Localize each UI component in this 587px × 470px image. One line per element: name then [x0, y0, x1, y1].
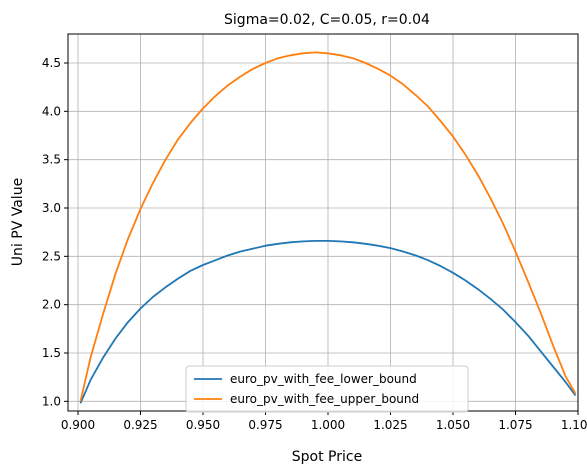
- x-tick-label: 0.900: [61, 418, 95, 432]
- x-tick-label: 1.100: [561, 418, 587, 432]
- legend: euro_pv_with_fee_lower_bound euro_pv_with…: [185, 365, 469, 413]
- x-tick-label: 0.925: [123, 418, 157, 432]
- x-axis: 0.900 0.925 0.950 0.975 1.000 1.025 1.050 1.075…: [61, 411, 587, 432]
- x-tick-label: 0.950: [186, 418, 220, 432]
- y-axis: 1.0 1.5 2.0 2.5 3.0 3.5 4.0 4.5: [42, 56, 68, 408]
- chart-title: Sigma=0.02, C=0.05, r=0.04: [224, 12, 430, 28]
- x-tick-label: 0.975: [248, 418, 282, 432]
- x-axis-label: Spot Price: [292, 449, 362, 465]
- series-line-1: [79, 239, 577, 404]
- y-tick-label: 4.0: [42, 104, 61, 118]
- series-layer: [79, 51, 577, 404]
- legend-box: [185, 365, 469, 413]
- x-tick-label: 1.000: [311, 418, 345, 432]
- y-tick-label: 1.5: [42, 346, 61, 360]
- x-tick-label: 1.075: [498, 418, 532, 432]
- grid: [68, 34, 579, 411]
- legend-entry-label: euro_pv_with_fee_upper_bound: [230, 392, 419, 406]
- y-tick-label: 2.5: [42, 249, 61, 263]
- y-tick-label: 3.5: [42, 153, 61, 167]
- y-tick-label: 2.0: [42, 298, 61, 312]
- x-tick-label: 1.050: [436, 418, 470, 432]
- y-tick-label: 1.0: [42, 394, 61, 408]
- legend-entry-label: euro_pv_with_fee_lower_bound: [230, 372, 417, 386]
- y-axis-label: Uni PV Value: [10, 178, 26, 266]
- y-tick-label: 3.0: [42, 201, 61, 215]
- y-tick-label: 4.5: [42, 56, 61, 70]
- x-tick-label: 1.025: [373, 418, 407, 432]
- series-line-2: [79, 51, 577, 402]
